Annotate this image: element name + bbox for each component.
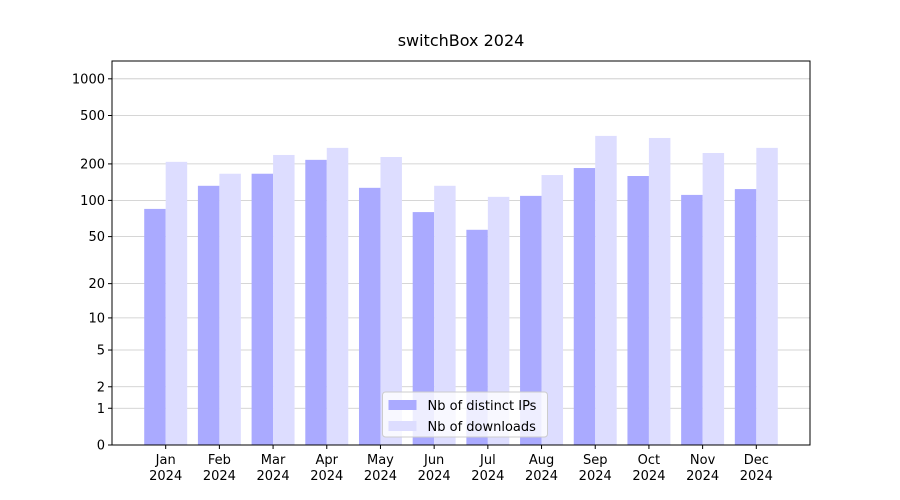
y-tick-label: 5 xyxy=(97,344,105,359)
legend: Nb of distinct IPs Nb of downloads xyxy=(382,391,548,438)
y-tick-label: 100 xyxy=(80,194,105,209)
bar xyxy=(305,159,327,446)
x-tick-label: Oct 2024 xyxy=(632,453,666,484)
bar xyxy=(466,229,488,445)
bar xyxy=(358,187,381,446)
x-tick-label: Sep 2024 xyxy=(578,453,612,484)
y-tick-label: 500 xyxy=(80,109,105,124)
x-tick-label: Feb 2024 xyxy=(202,453,236,484)
bar xyxy=(541,175,564,446)
bar xyxy=(219,173,241,446)
bar xyxy=(165,161,188,445)
x-tick-label: Mar 2024 xyxy=(256,453,290,484)
bar xyxy=(734,189,757,445)
bar xyxy=(756,147,778,446)
bar xyxy=(595,135,617,445)
x-tick-label: May 2024 xyxy=(363,453,397,484)
bar xyxy=(573,168,596,445)
bar xyxy=(648,137,671,445)
bar xyxy=(681,194,703,445)
y-tick-label: 50 xyxy=(88,230,105,245)
bar xyxy=(434,185,456,445)
bar xyxy=(412,212,435,445)
bar xyxy=(326,147,349,446)
y-tick-label: 200 xyxy=(80,157,105,172)
legend-label: Nb of distinct IPs xyxy=(428,399,537,414)
bar xyxy=(144,208,166,445)
x-tick-label: Apr 2024 xyxy=(310,453,344,484)
chart-title: switchBox 2024 xyxy=(398,31,525,50)
legend-label: Nb of downloads xyxy=(428,420,537,435)
y-tick-label: 0 xyxy=(97,439,105,454)
x-tick-label: Nov 2024 xyxy=(686,453,720,484)
bar xyxy=(702,152,725,446)
bar xyxy=(273,154,295,445)
bar xyxy=(520,195,542,445)
y-tick-label: 1 xyxy=(97,402,105,417)
y-tick-label: 2 xyxy=(97,380,105,395)
legend-box xyxy=(382,391,548,438)
x-tick-label: Jan 2024 xyxy=(149,453,183,484)
y-tick-label: 1000 xyxy=(72,72,105,87)
x-tick-label: Dec 2024 xyxy=(739,453,773,484)
plot-frame xyxy=(111,60,811,446)
bar xyxy=(627,176,649,445)
x-tick-label: Jul 2024 xyxy=(471,453,505,484)
legend-swatch xyxy=(388,421,417,431)
legend-swatch xyxy=(388,400,417,410)
bar xyxy=(487,196,510,445)
x-tick-label: Aug 2024 xyxy=(524,453,559,484)
y-tick-label: 10 xyxy=(88,311,105,326)
bar xyxy=(197,185,220,445)
bar xyxy=(251,173,274,446)
y-tick-label: 20 xyxy=(88,277,105,292)
x-tick-label: Jun 2024 xyxy=(417,453,451,484)
bar xyxy=(380,156,402,446)
